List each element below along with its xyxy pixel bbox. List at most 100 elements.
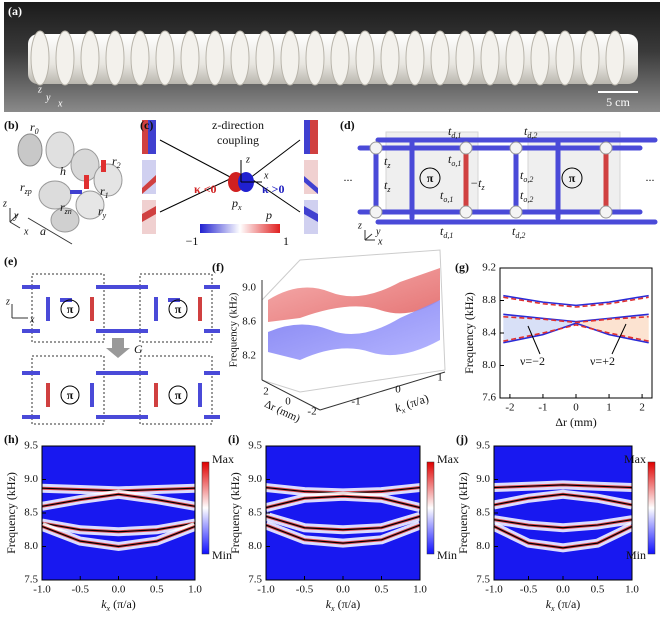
axis-label: z (357, 220, 362, 231)
text-part: zn (64, 207, 72, 216)
axis-label: y (45, 92, 51, 103)
colorbar (427, 462, 434, 554)
y-tick-label: 7.5 (476, 574, 490, 586)
text-part: a (40, 224, 46, 238)
colorbar (202, 462, 209, 554)
axis-label: x (57, 98, 63, 109)
text-part: d,1 (443, 231, 453, 240)
photo-cylinder (531, 31, 549, 85)
y-axis-title: Frequency (kHz) (462, 292, 476, 374)
x-tick-label: 0.0 (336, 584, 350, 596)
heatmap-background (494, 446, 632, 580)
axis-label: x (29, 314, 35, 325)
page: (a)zyx5 cm(b)r0hr1r2rzprznryazyx(c)z-dir… (0, 0, 664, 622)
tick-label: 8.6 (242, 316, 256, 328)
photo-cylinder (381, 31, 399, 85)
pi-label: π (67, 388, 74, 402)
ellipsis: ... (646, 170, 655, 184)
panel-label: (j) (456, 432, 468, 446)
y-tick-label: 7.5 (24, 574, 38, 586)
tick-label: 8.2 (242, 350, 256, 362)
pi-label: π (175, 302, 182, 316)
photo-cylinder (331, 31, 349, 85)
text-part: y (102, 211, 107, 220)
tick-label: 0 (395, 384, 401, 396)
y-tick-label: 9.5 (476, 440, 490, 452)
colorbar-label: 1 (283, 234, 289, 248)
text-part: o,1 (451, 159, 461, 168)
photo-cylinder (581, 31, 599, 85)
x-tick-label: 0.5 (150, 584, 164, 596)
photo-cylinder (281, 31, 299, 85)
y-tick-label: 9.0 (248, 473, 262, 485)
y-tick-label: 8.5 (248, 507, 262, 519)
text-part: h (60, 164, 66, 178)
text-part: 1 (105, 191, 109, 200)
text-part: 0 (35, 127, 39, 136)
colorbar-label: Min (626, 548, 646, 562)
photo-cylinder (456, 31, 474, 85)
colorbar-label: Max (437, 452, 459, 466)
deformation-drawing (12, 274, 220, 424)
photo-cylinder (481, 31, 499, 85)
tick-label: 1 (437, 372, 443, 384)
photo-cylinder (156, 31, 174, 85)
x-tick-label: -2 (505, 402, 514, 414)
x-tick-label: 1.0 (188, 584, 202, 596)
text-part: x (237, 203, 242, 212)
text-part: (π/a) (401, 391, 430, 412)
colorbar (648, 462, 655, 554)
symbol: a (40, 224, 46, 238)
x-tick-label: 1.0 (413, 584, 427, 596)
text-part: zp (24, 187, 32, 196)
coupling-title: z-direction (212, 118, 264, 132)
y-tick-label: 8.0 (248, 540, 262, 552)
x-axis-title: kx (π/a) (326, 597, 361, 614)
panel-label: (g) (455, 260, 469, 274)
heatmap-background (42, 446, 195, 580)
x-tick-label: 1 (606, 402, 612, 414)
orbital-label: px (231, 196, 242, 213)
colorbar-label: p (265, 208, 272, 222)
arrow-label: G (134, 342, 143, 356)
photo-cylinder (431, 31, 449, 85)
panel-label: (b) (4, 118, 19, 132)
photo-cylinder (306, 31, 324, 85)
x-tick-label: 2 (639, 402, 645, 414)
tick-label: 2 (263, 386, 269, 398)
panel-label: (a) (8, 4, 22, 18)
y-axis-title: Frequency (kHz) (456, 472, 470, 554)
x-tick-label: 0.0 (556, 584, 570, 596)
text-part: d,2 (527, 131, 537, 140)
text-part: o,1 (443, 195, 453, 204)
symbol: h (60, 164, 66, 178)
y-tick-label: 9.0 (24, 473, 38, 485)
axis-title: Δr (mm) (262, 398, 302, 425)
x-tick-label: -0.5 (72, 584, 90, 596)
y-tick-label: 8.5 (24, 507, 38, 519)
x-tick-label: -1 (538, 402, 547, 414)
y-tick-label: 8.8 (482, 294, 496, 306)
tick-label: -1 (351, 396, 360, 408)
y-tick-label: 7.5 (248, 574, 262, 586)
figure: (a)zyx5 cm(b)r0hr1r2rzprznryazyx(c)z-dir… (0, 0, 664, 622)
x-tick-label: 0 (573, 402, 579, 414)
text-part: 2 (117, 161, 121, 170)
heatmap-background (266, 446, 420, 580)
photo-cylinder (206, 31, 224, 85)
x-tick-label: 1.0 (625, 584, 639, 596)
photo-cylinder (106, 31, 124, 85)
axis-label: x (23, 226, 29, 237)
pi-label: π (427, 171, 434, 185)
photo-cylinder (256, 31, 274, 85)
photo-cylinder (81, 31, 99, 85)
x-axis-title: kx (π/a) (546, 597, 581, 614)
text-part: −t (470, 176, 482, 190)
colorbar-label: Max (624, 452, 646, 466)
colorbar-label: −1 (186, 234, 199, 248)
panel-label: (i) (228, 432, 239, 446)
colorbar-label: Min (437, 548, 457, 562)
y-tick-label: 9.0 (476, 473, 490, 485)
text-part: o,2 (523, 195, 533, 204)
surface-drawing (262, 250, 445, 410)
